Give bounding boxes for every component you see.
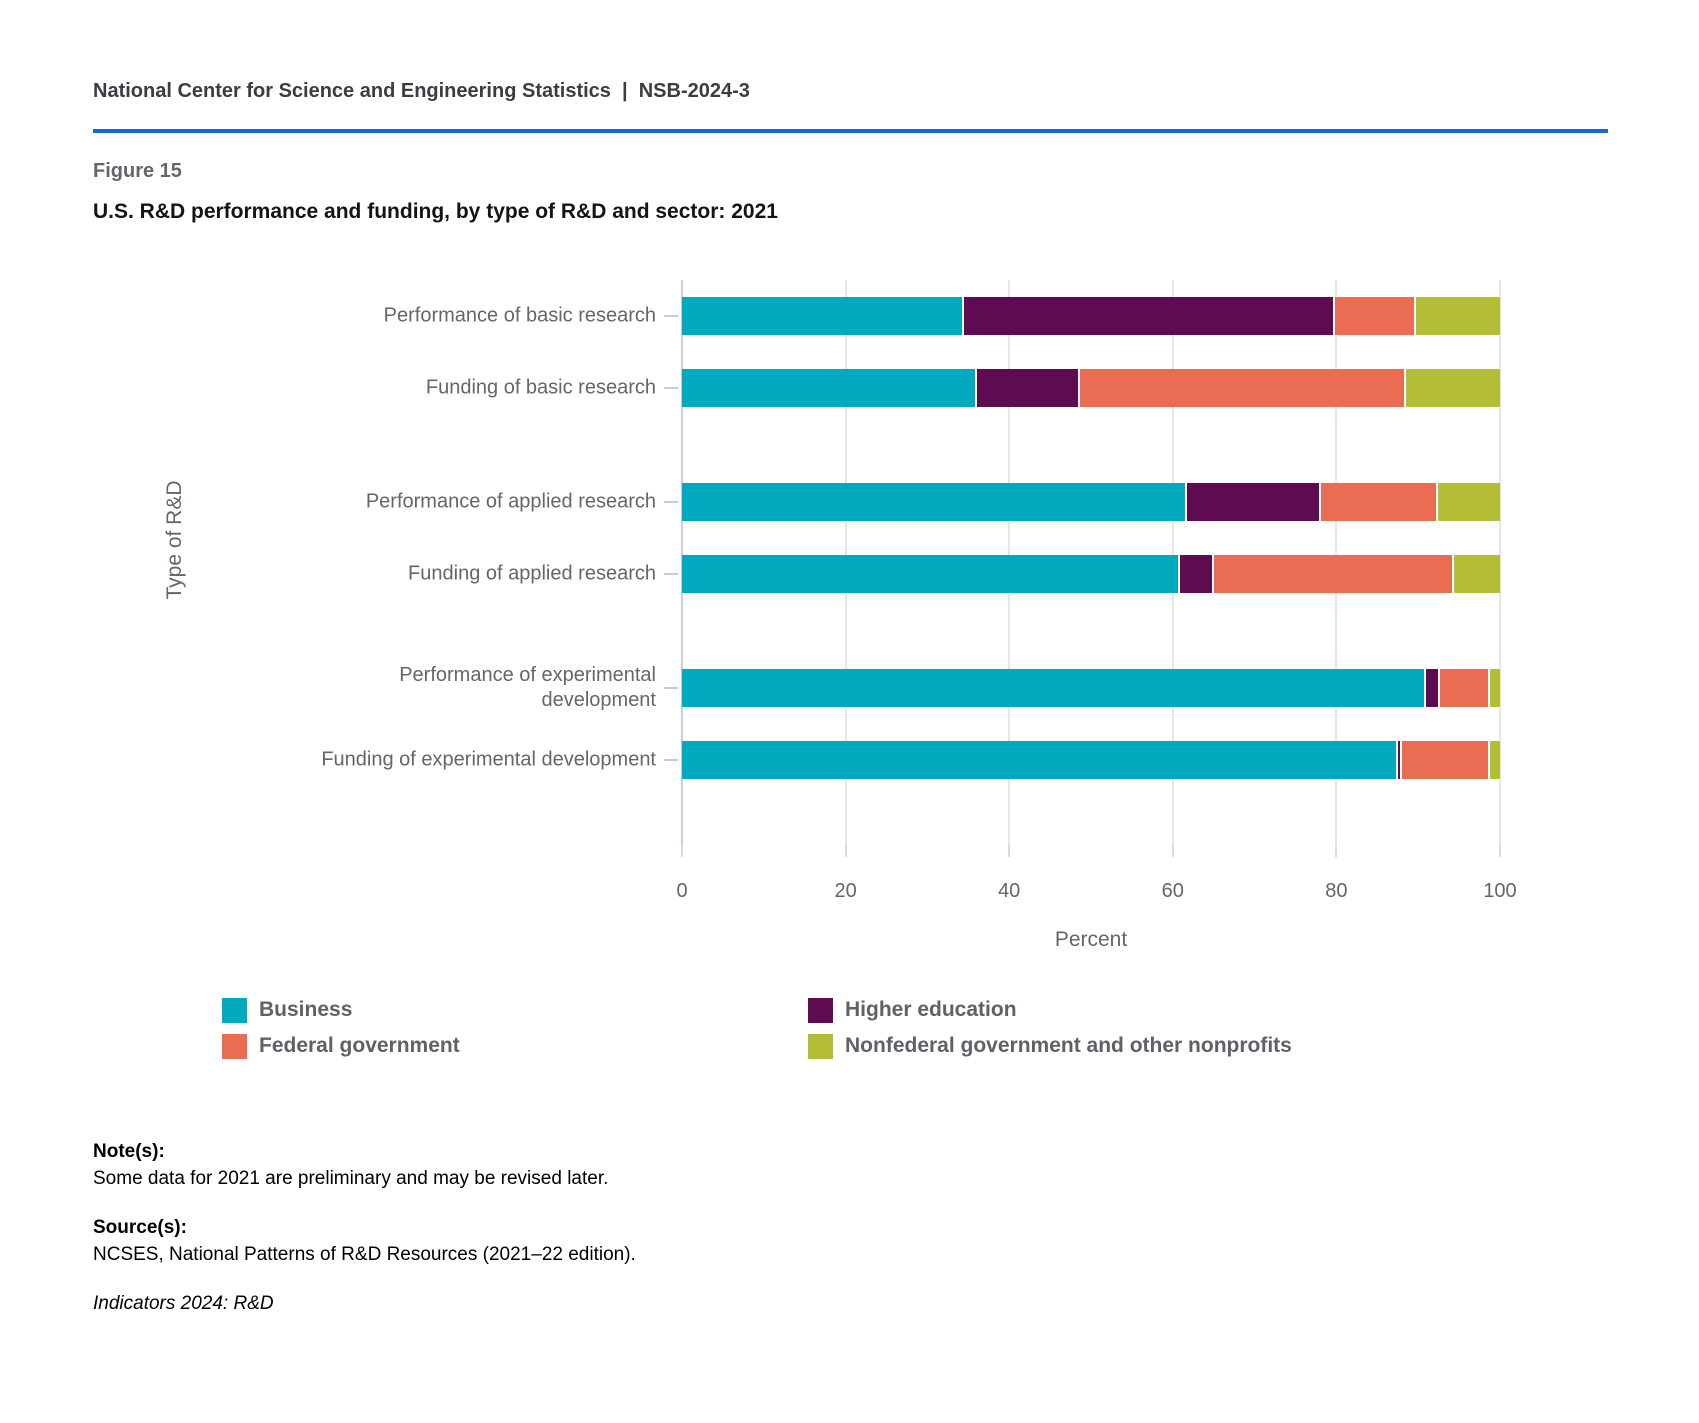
bar-segment-business — [682, 741, 1397, 779]
legend-swatch — [222, 997, 247, 1023]
x-axis-title: Percent — [1054, 928, 1128, 951]
bar-segment-business — [682, 369, 975, 407]
bar-row — [682, 741, 1500, 779]
category-tick-mark — [664, 387, 678, 389]
legend-label: Nonfederal government and other nonprofi… — [845, 1034, 1292, 1057]
category-tick-mark — [664, 315, 678, 317]
bar-segment-higher-education — [961, 297, 1334, 335]
bar-segment-federal-government — [1212, 555, 1452, 593]
bar-segment-business — [682, 297, 962, 335]
category-label: Performance of experimental development — [399, 664, 656, 711]
legend-swatch — [222, 1033, 247, 1059]
bar-segment-business — [682, 669, 1424, 707]
notes-heading: Note(s): — [93, 1141, 165, 1162]
report-credit: Indicators 2024: R&D — [93, 1293, 274, 1314]
sources-heading: Source(s): — [93, 1217, 187, 1238]
bar-segment-higher-education — [1177, 555, 1213, 593]
bar-row — [682, 369, 1500, 407]
bar-segment-nonfederal-government-and-other-nonprofits — [1487, 669, 1500, 707]
bar-segment-nonfederal-government-and-other-nonprofits — [1487, 741, 1500, 779]
x-tick-mark — [681, 845, 683, 857]
category-tick-mark — [664, 759, 678, 761]
category-tick-mark — [664, 687, 678, 689]
bar-row — [682, 555, 1500, 593]
bar-segment-nonfederal-government-and-other-nonprofits — [1451, 555, 1500, 593]
x-tick-mark — [1499, 845, 1501, 857]
bar-segment-federal-government — [1400, 741, 1488, 779]
sources-text: NCSES, National Patterns of R&D Resource… — [93, 1244, 636, 1265]
x-tick-label: 0 — [676, 880, 688, 902]
bar-row — [682, 297, 1500, 335]
x-tick-label: 60 — [1161, 880, 1184, 902]
bar-segment-nonfederal-government-and-other-nonprofits — [1436, 483, 1500, 521]
bar-segment-business — [682, 483, 1186, 521]
legend-swatch — [808, 997, 833, 1023]
category-label: Funding of experimental development — [321, 748, 656, 771]
gridline — [1499, 280, 1501, 845]
notes-block: Note(s): Some data for 2021 are prelimin… — [93, 1138, 636, 1317]
category-label: Performance of basic research — [383, 304, 656, 327]
spacer — [93, 1268, 636, 1290]
plot-area: 0 20 40 60 80 100 — [676, 280, 1517, 902]
bar-segment-higher-education — [974, 369, 1078, 407]
bar-row — [682, 669, 1500, 707]
legend-label: Higher education — [845, 998, 1017, 1021]
figure-label: Figure 15 — [93, 160, 182, 182]
legend-item: Higher education — [808, 995, 1292, 1025]
y-axis-title: Type of R&D — [163, 480, 186, 600]
bar-segment-federal-government — [1333, 297, 1415, 335]
bar-segment-higher-education — [1423, 669, 1438, 707]
category-label: Performance of applied research — [365, 490, 656, 513]
x-tick-label: 80 — [1325, 880, 1348, 902]
x-tick-mark — [1335, 845, 1338, 857]
x-tick-mark — [1171, 845, 1174, 857]
category-tick-mark — [664, 501, 678, 503]
x-tick-label: 100 — [1483, 880, 1517, 902]
legend: Business Federal government Higher educati… — [222, 995, 1292, 1067]
figure-title: U.S. R&D performance and funding, by typ… — [93, 200, 778, 223]
bar-segment-nonfederal-government-and-other-nonprofits — [1404, 369, 1500, 407]
legend-swatch — [808, 1033, 833, 1059]
bar-segment-higher-education — [1185, 483, 1320, 521]
category-tick-mark — [664, 573, 678, 575]
notes-text: Some data for 2021 are preliminary and m… — [93, 1168, 609, 1189]
x-tick-label: 40 — [998, 880, 1021, 902]
report-header: National Center for Science and Engineer… — [93, 80, 750, 102]
category-label: Funding of applied research — [408, 562, 656, 585]
x-tick-mark — [844, 845, 847, 857]
x-tick-mark — [1008, 845, 1011, 857]
category-label: Funding of basic research — [425, 376, 656, 399]
bar-segment-higher-education — [1396, 741, 1401, 779]
legend-label: Federal government — [259, 1034, 460, 1057]
bar-segment-federal-government — [1077, 369, 1405, 407]
bar-segment-federal-government — [1319, 483, 1437, 521]
spacer — [93, 1192, 636, 1214]
bar-segment-business — [682, 555, 1178, 593]
x-tick-label: 20 — [834, 880, 857, 902]
legend-item: Federal government — [222, 1031, 808, 1061]
bar-segment-nonfederal-government-and-other-nonprofits — [1414, 297, 1500, 335]
legend-item: Nonfederal government and other nonprofi… — [808, 1031, 1292, 1061]
legend-item: Business — [222, 995, 808, 1025]
bar-segment-federal-government — [1437, 669, 1488, 707]
header-divider — [93, 129, 1608, 133]
bar-row — [682, 483, 1500, 521]
legend-label: Business — [259, 998, 353, 1021]
